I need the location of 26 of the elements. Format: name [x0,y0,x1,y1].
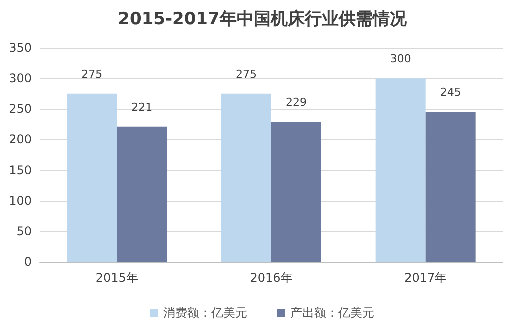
data-label: 275 [236,68,257,81]
legend-label: 消费额：亿美元 [164,306,248,320]
legend-label: 产出额：亿美元 [290,306,374,320]
data-label: 221 [132,100,153,114]
bar [376,78,426,262]
x-tick-label: 2016年 [250,271,293,285]
y-tick-label: 50 [16,224,32,238]
y-tick-label: 250 [9,102,32,116]
bar [272,122,322,262]
bar [426,112,476,262]
y-tick-label: 100 [9,194,32,208]
data-label: 300 [390,52,412,66]
bar [117,126,168,262]
data-label: 275 [82,68,103,81]
bar [222,94,272,262]
y-tick-label: 150 [9,163,32,178]
y-tick-label: 300 [9,72,32,86]
x-tick-label: 2015年 [96,271,138,285]
data-label: 245 [440,86,462,100]
chart-title: 2015-2017年中国机床行业供需情况 [118,10,408,30]
bar [67,94,118,262]
y-tick-label: 200 [9,132,32,147]
y-tick-label: 350 [9,41,32,55]
data-label: 229 [286,96,307,109]
x-tick-label: 2017年 [404,271,448,285]
y-tick-label: 0 [24,255,32,269]
